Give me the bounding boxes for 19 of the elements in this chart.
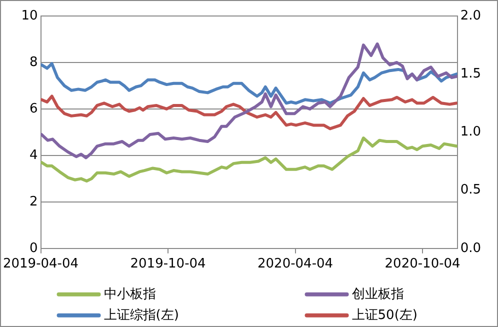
y-tick-label: 8 xyxy=(29,54,38,70)
y2-tick-label: 0.0 xyxy=(460,240,482,256)
legend-label: 中小板指 xyxy=(104,286,156,302)
y2-tick-label: 1.0 xyxy=(460,124,482,140)
x-tick-label: 2019-04-04 xyxy=(2,256,79,272)
y-tick-label: 0 xyxy=(29,240,38,256)
y-tick-label: 4 xyxy=(29,148,38,163)
x-tick-label: 2020-10-04 xyxy=(384,256,460,272)
legend-label: 创业板指 xyxy=(352,286,404,302)
y-tick-label: 10 xyxy=(21,8,38,24)
x-tick-label: 2019-10-04 xyxy=(130,256,206,272)
legend-label: 上证综指(左) xyxy=(104,308,179,323)
y-tick-label: 6 xyxy=(29,101,38,116)
y-tick-label: 2 xyxy=(29,194,38,210)
legend-label: 上证50(左) xyxy=(352,308,418,323)
x-tick-label: 2020-04-04 xyxy=(258,256,334,272)
y2-tick-label: 2.0 xyxy=(460,8,482,24)
y2-tick-label: 1.5 xyxy=(460,66,482,82)
y2-tick-label: 0.5 xyxy=(460,182,482,198)
